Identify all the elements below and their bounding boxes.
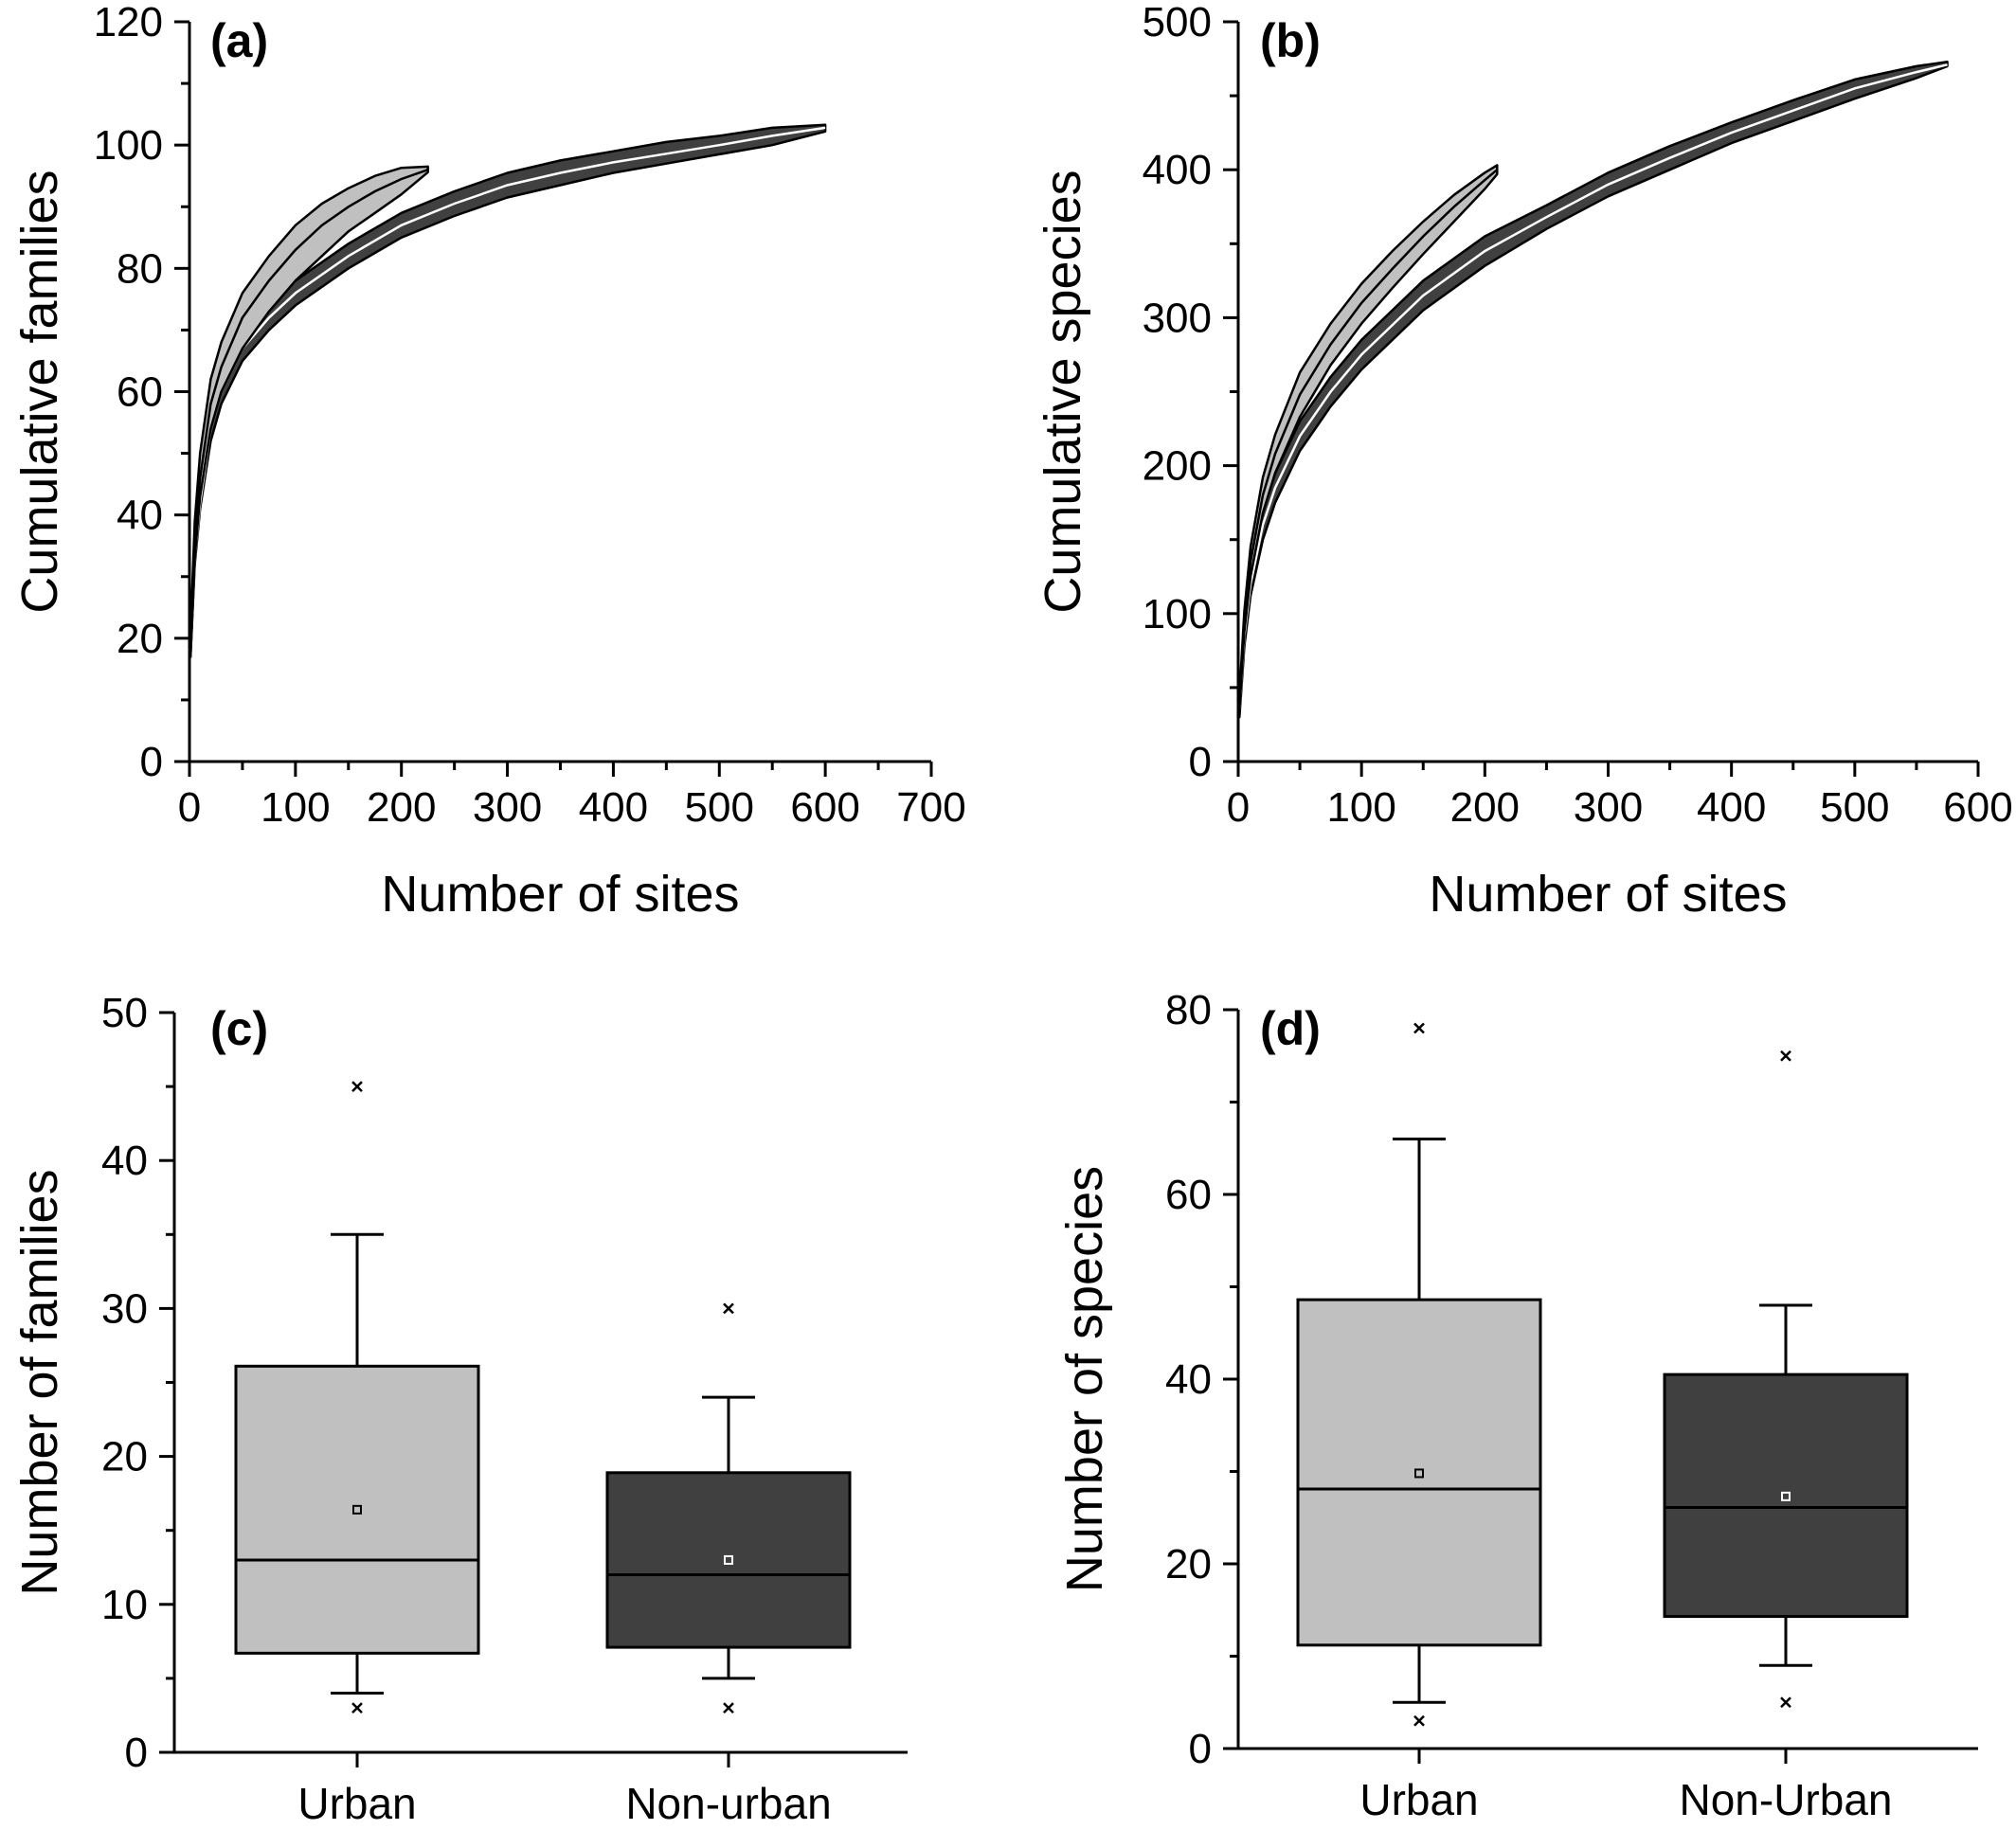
x-tick-label: 0 xyxy=(178,784,201,831)
y-tick-label: 0 xyxy=(1189,1726,1212,1772)
y-tick-label: 40 xyxy=(1165,1356,1212,1403)
x-tick-label: 100 xyxy=(1326,784,1395,831)
y-tick-label: 60 xyxy=(1165,1172,1212,1218)
mean-marker xyxy=(1781,1491,1791,1501)
y-axis-title: Cumulative species xyxy=(1035,170,1091,613)
min-marker xyxy=(1780,1696,1791,1709)
y-tick-label: 400 xyxy=(1143,147,1212,193)
max-marker xyxy=(351,1081,363,1092)
y-axis-title: Number of species xyxy=(1056,1166,1113,1592)
panel-label: (d) xyxy=(1260,1002,1321,1055)
y-tick-label: 20 xyxy=(1165,1541,1212,1588)
y-tick-label: 300 xyxy=(1143,295,1212,341)
y-tick-label: 200 xyxy=(1143,443,1212,490)
mean-marker xyxy=(1414,1468,1424,1479)
x-tick-label: 500 xyxy=(1820,784,1889,831)
y-tick-label: 20 xyxy=(117,616,163,662)
urban-confidence-band xyxy=(189,165,429,658)
x-tick-label: 400 xyxy=(1697,784,1766,831)
category-label: Non-Urban xyxy=(1680,1775,1893,1824)
y-tick-label: 10 xyxy=(101,1582,148,1628)
min-marker xyxy=(723,1702,734,1714)
x-tick-label: 600 xyxy=(790,784,859,831)
y-axis-title: Number of families xyxy=(11,1169,68,1595)
y-tick-label: 40 xyxy=(117,493,163,539)
x-tick-label: 600 xyxy=(1943,784,2012,831)
y-tick-label: 80 xyxy=(117,245,163,292)
panel-d-species-boxplot: 0 20 40 60 80 Number of species (d) Urban Non-Ur… xyxy=(1056,987,1978,1824)
category-label: Non-urban xyxy=(625,1779,831,1828)
nonurban-confidence-band xyxy=(1238,60,1949,719)
x-tick-label: 300 xyxy=(1574,784,1643,831)
x-axis-title: Number of sites xyxy=(1429,866,1787,923)
panel-b-cumulative-species: 0 100 200 300 400 500 Cumulative species (b) 0 10… xyxy=(1035,0,2013,923)
urban-confidence-band xyxy=(1238,164,1499,711)
x-tick-label: 200 xyxy=(1450,784,1520,831)
panel-label: (b) xyxy=(1260,14,1321,67)
x-tick-label: 400 xyxy=(579,784,648,831)
x-tick-label: 700 xyxy=(896,784,965,831)
mean-marker xyxy=(352,1504,362,1515)
panel-label: (c) xyxy=(210,1002,268,1055)
urban-mean-curve xyxy=(1238,169,1499,703)
category-label: Urban xyxy=(297,1779,416,1828)
x-tick-label: 0 xyxy=(1227,784,1250,831)
y-tick-label: 0 xyxy=(1189,739,1212,785)
y-tick-label: 120 xyxy=(94,0,163,45)
nonurban-mean-curve xyxy=(189,126,826,651)
nonurban-mean-curve xyxy=(1238,63,1948,710)
y-tick-label: 40 xyxy=(101,1138,148,1184)
min-marker xyxy=(1413,1714,1425,1727)
y-tick-label: 0 xyxy=(140,739,163,785)
max-marker xyxy=(1780,1050,1791,1062)
y-tick-label: 100 xyxy=(1143,591,1212,637)
category-label: Urban xyxy=(1359,1775,1478,1824)
y-tick-label: 0 xyxy=(125,1730,148,1776)
y-tick-label: 80 xyxy=(1165,987,1212,1033)
min-marker xyxy=(351,1702,363,1714)
mean-marker xyxy=(724,1554,733,1565)
y-tick-label: 100 xyxy=(94,122,163,169)
y-tick-label: 20 xyxy=(101,1434,148,1480)
y-tick-label: 500 xyxy=(1143,0,1212,45)
y-tick-label: 30 xyxy=(101,1285,148,1332)
panel-c-families-boxplot: 0 10 20 30 40 50 Number of families (c) Urban Non… xyxy=(11,990,908,1828)
x-tick-label: 500 xyxy=(685,784,754,831)
x-tick-label: 100 xyxy=(261,784,330,831)
y-tick-label: 60 xyxy=(117,369,163,416)
max-marker xyxy=(1413,1022,1425,1034)
y-axis-title: Cumulative families xyxy=(11,170,68,613)
nonurban-confidence-band xyxy=(189,123,827,658)
panel-a-cumulative-families: 0 20 40 60 80 100 120 Cumulative families (a) 0 10… xyxy=(11,0,966,923)
x-axis-title: Number of sites xyxy=(381,866,739,923)
urban-mean-curve xyxy=(189,169,429,645)
max-marker xyxy=(723,1302,734,1315)
y-tick-label: 50 xyxy=(101,990,148,1036)
panel-label: (a) xyxy=(210,14,268,67)
x-tick-label: 300 xyxy=(473,784,542,831)
x-tick-label: 200 xyxy=(367,784,436,831)
